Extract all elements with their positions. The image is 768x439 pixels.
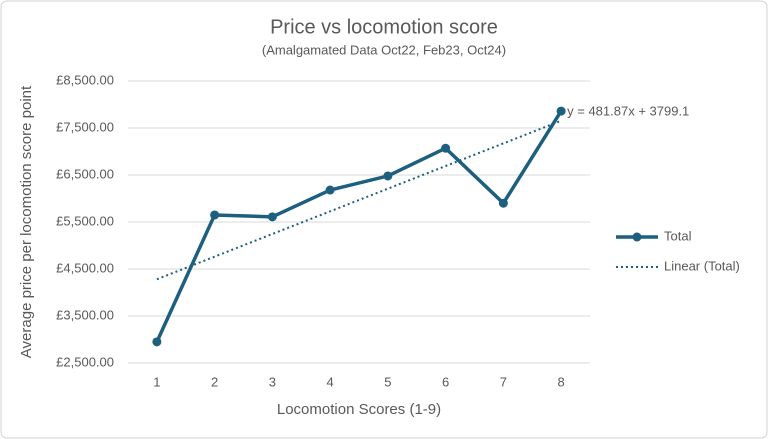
y-axis-label: Average price per locomotion score point <box>18 85 35 358</box>
y-tick-label: £2,500.00 <box>56 354 114 369</box>
data-point <box>441 143 451 153</box>
x-tick-label: 3 <box>269 374 276 389</box>
data-point <box>383 171 393 181</box>
data-point <box>325 185 335 195</box>
x-tick-label: 4 <box>327 374 334 389</box>
x-axis-label: Locomotion Scores (1-9) <box>277 401 441 418</box>
y-tick-label: £7,500.00 <box>56 119 114 134</box>
data-point <box>210 210 220 220</box>
x-tick-label: 5 <box>384 374 391 389</box>
data-point <box>498 198 508 208</box>
chart-subtitle: (Amalgamated Data Oct22, Feb23, Oct24) <box>262 42 506 57</box>
y-tick-label: £4,500.00 <box>56 260 114 275</box>
data-point <box>152 337 162 347</box>
x-tick-label: 2 <box>211 374 218 389</box>
chart-title: Price vs locomotion score <box>270 16 498 38</box>
y-tick-label: £3,500.00 <box>56 307 114 322</box>
legend-label: Linear (Total) <box>664 258 740 273</box>
y-tick-label: £5,500.00 <box>56 213 114 228</box>
x-tick-label: 8 <box>558 374 565 389</box>
legend-marker <box>632 232 642 242</box>
trendline-equation: y = 481.87x + 3799.1 <box>567 104 689 119</box>
x-tick-label: 1 <box>153 374 160 389</box>
y-tick-label: £8,500.00 <box>56 72 114 87</box>
y-tick-label: £6,500.00 <box>56 166 114 181</box>
data-point <box>556 106 566 116</box>
legend-label: Total <box>664 228 692 243</box>
x-tick-label: 7 <box>500 374 507 389</box>
trend-line <box>156 119 562 281</box>
x-tick-label: 6 <box>442 374 449 389</box>
series-line <box>155 110 563 343</box>
data-point <box>267 212 277 222</box>
